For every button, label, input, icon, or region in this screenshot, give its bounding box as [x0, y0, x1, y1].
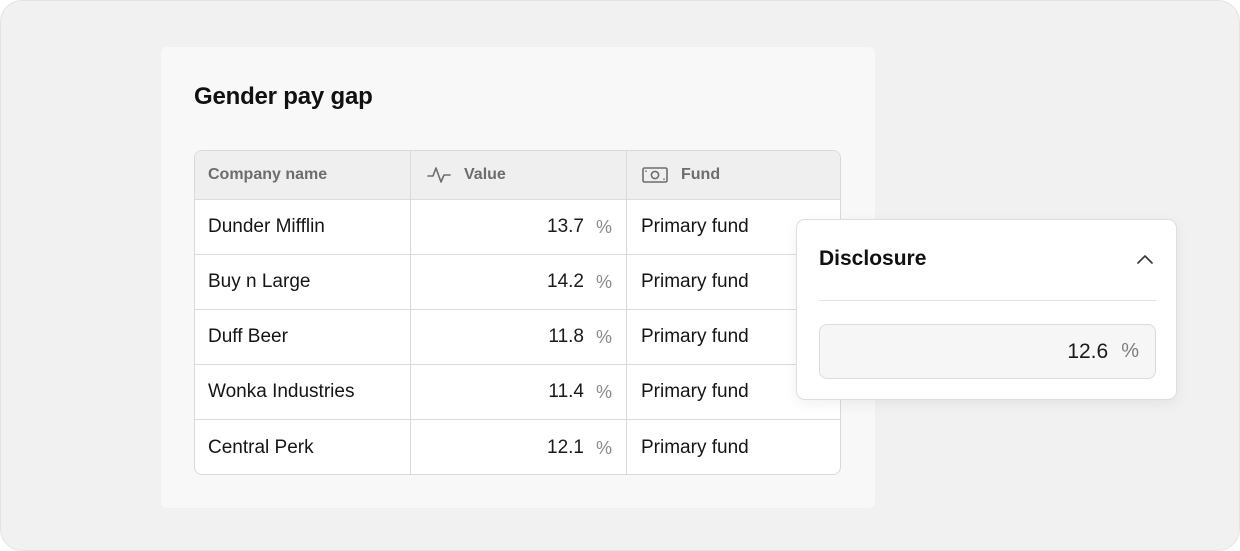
value-number: 12.1 [547, 437, 584, 458]
company-name: Duff Beer [208, 326, 288, 347]
popover-divider [819, 300, 1156, 301]
disclosure-title: Disclosure [819, 247, 927, 270]
value-unit: % [595, 216, 612, 237]
value-number: 11.8 [548, 326, 584, 347]
fund-name: Primary fund [641, 437, 749, 458]
table-header-row: Company name Value [195, 151, 840, 199]
value-number: 14.2 [547, 271, 584, 292]
value-unit: % [595, 381, 612, 402]
value-unit: % [595, 271, 612, 292]
table-row[interactable]: Central Perk 12.1 % Primary fund [195, 419, 840, 474]
column-header-company-label: Company name [208, 166, 328, 183]
chevron-up-icon[interactable] [1135, 252, 1155, 266]
column-header-fund-label: Fund [681, 166, 721, 183]
fund-name: Primary fund [641, 326, 749, 347]
value-number: 11.4 [548, 381, 584, 402]
column-header-value-label: Value [464, 166, 506, 183]
value-cell[interactable]: 11.4 % [410, 365, 626, 419]
value-unit: % [595, 326, 612, 347]
table-row[interactable]: Duff Beer 11.8 % Primary fund [195, 309, 840, 364]
data-table: Company name Value [194, 150, 841, 475]
value-cell[interactable]: 11.8 % [410, 310, 626, 364]
value-number: 13.7 [547, 216, 584, 237]
value-unit: % [595, 437, 612, 458]
company-name: Buy n Large [208, 271, 311, 292]
card-title: Gender pay gap [194, 83, 373, 110]
gender-pay-gap-card: Gender pay gap Company name Value [161, 47, 875, 508]
disclosure-value: 12.6 [1067, 339, 1109, 363]
disclosure-value-input[interactable]: 12.6 % [819, 324, 1156, 379]
fund-name: Primary fund [641, 271, 749, 292]
company-name: Central Perk [208, 437, 314, 458]
value-cell[interactable]: 13.7 % [410, 200, 626, 254]
fund-name: Primary fund [641, 381, 749, 402]
table-row[interactable]: Dunder Mifflin 13.7 % Primary fund [195, 199, 840, 254]
disclosure-unit: % [1121, 340, 1139, 362]
fund-name: Primary fund [641, 216, 749, 237]
disclosure-popover: Disclosure 12.6 % [796, 219, 1177, 400]
table-row[interactable]: Wonka Industries 11.4 % Primary fund [195, 364, 840, 419]
column-header-value[interactable]: Value [410, 151, 626, 199]
column-header-company[interactable]: Company name [195, 151, 410, 199]
value-cell[interactable]: 14.2 % [410, 255, 626, 309]
company-name: Wonka Industries [208, 381, 355, 402]
value-cell[interactable]: 12.1 % [410, 420, 626, 474]
column-header-fund[interactable]: Fund [626, 151, 840, 199]
banknote-icon [642, 166, 668, 184]
table-row[interactable]: Buy n Large 14.2 % Primary fund [195, 254, 840, 309]
activity-pulse-icon [427, 165, 451, 185]
company-name: Dunder Mifflin [208, 216, 325, 237]
